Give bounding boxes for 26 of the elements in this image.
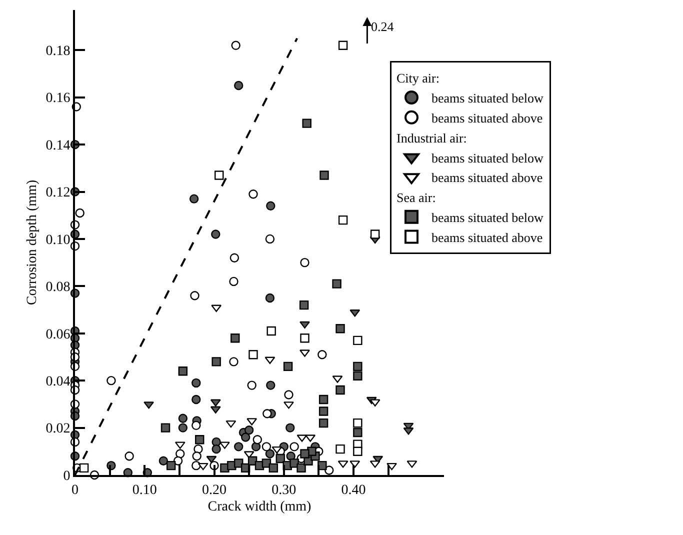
y-tick-label: 0.12 [46, 186, 70, 201]
y-tick-label: 0.10 [46, 232, 70, 248]
x-tick-label: 0.20 [202, 482, 226, 498]
y-tick-label: 0.14 [46, 138, 70, 154]
y-tick-label: 0 [63, 468, 70, 484]
y-tick-label: 0.02 [46, 422, 70, 437]
annotation: Industrial air: [396, 130, 467, 146]
y-tick-label: 0.04 [46, 374, 70, 390]
legend-label: beams situated above [432, 110, 543, 126]
x-tick-label: 0.10 [132, 482, 157, 498]
x-tick-label: 0.30 [272, 482, 296, 498]
y-axis-title: Corrosion depth (mm) [24, 180, 40, 306]
y-tick-label: 0.18 [46, 44, 70, 60]
annotation: Sea air: [396, 190, 436, 206]
y-tick-label: 0.06 [46, 327, 70, 342]
y-tick-label: 0.16 [46, 91, 70, 106]
x-axis-title: Crack width (mm) [208, 500, 312, 515]
legend-label: beams situated below [432, 150, 544, 166]
x-tick-label: 0.40 [341, 482, 366, 498]
legend-label: beams situated below [432, 210, 544, 225]
legend-label: beams situated above [432, 230, 543, 245]
annotation: 0.24 [371, 19, 394, 34]
legend-label: beams situated below [432, 90, 544, 106]
annotation: City air: [396, 70, 440, 86]
legend-label: beams situated above [432, 170, 543, 186]
y-tick-label: 0.08 [46, 280, 70, 296]
